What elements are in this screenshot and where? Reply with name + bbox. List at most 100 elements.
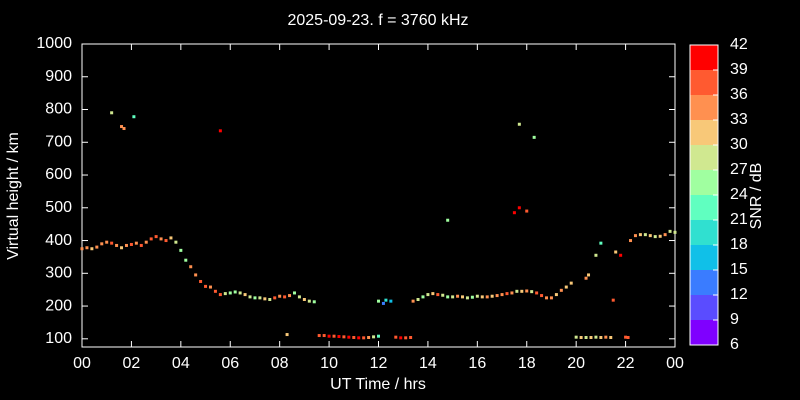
data-point [673,230,677,234]
colorbar-band [690,220,718,245]
x-tick-label: 14 [419,355,437,372]
data-point [159,237,163,241]
data-point [297,295,301,299]
data-point [441,293,445,297]
y-tick-label: 100 [45,330,72,347]
data-point [85,246,89,250]
data-point [653,235,657,239]
data-point [599,241,603,245]
data-point [228,291,232,295]
data-point [110,241,114,245]
colorbar-tick-label: 39 [730,61,748,78]
colorbar-label: SNR / dB [748,163,765,230]
data-point [208,285,212,289]
data-point [312,300,316,304]
data-point [288,294,292,298]
data-point [357,336,361,340]
data-point [505,292,509,296]
x-tick-label: 18 [518,355,536,372]
data-point [520,289,524,293]
data-point [446,218,450,222]
data-point [105,240,109,244]
data-point [273,296,277,300]
data-point [199,279,203,283]
data-point [372,335,376,339]
data-point [302,298,306,302]
colorbar-tick-label: 42 [730,36,748,53]
data-point [164,239,168,243]
data-point [510,291,514,295]
colorbar-tick-label: 24 [730,186,748,203]
x-tick-label: 06 [221,355,239,372]
y-tick-label: 800 [45,101,72,118]
data-point [614,250,618,254]
data-point [278,294,282,298]
data-point [579,336,583,340]
data-point [446,295,450,299]
data-point [285,333,289,337]
colorbar-tick-label: 33 [730,111,748,128]
data-point [549,296,553,300]
data-point [362,336,366,340]
data-point [421,295,425,299]
colorbar-tick-label: 36 [730,86,748,103]
colorbar-band [690,120,718,145]
data-point [554,293,558,297]
x-tick-label: 04 [172,355,190,372]
x-tick-label: 22 [617,355,635,372]
y-tick-label: 700 [45,133,72,150]
data-point [263,297,267,301]
data-point [525,209,529,213]
data-point [495,294,499,298]
data-point [248,295,252,299]
data-point [332,334,336,338]
colorbar-band [690,70,718,95]
data-point [475,294,479,298]
data-point [90,247,94,251]
x-tick-label: 08 [271,355,289,372]
data-point [399,336,403,340]
data-point [589,336,593,340]
x-tick-label: 02 [123,355,141,372]
y-tick-label: 900 [45,68,72,85]
data-point [470,295,474,299]
colorbar-band [690,295,718,320]
data-point [611,298,615,302]
colorbar-tick-label: 21 [730,211,748,228]
data-point [564,285,568,289]
data-point [500,293,504,297]
data-point [515,289,519,293]
y-tick-label: 400 [45,232,72,249]
data-point [490,294,494,298]
x-tick-label: 00 [73,355,91,372]
data-point [663,233,667,237]
data-point [124,243,128,247]
data-point [384,298,388,302]
data-point [517,206,521,210]
data-point [525,289,529,293]
y-tick-label: 1000 [36,35,72,52]
x-tick-label: 12 [370,355,388,372]
colorbar-tick-label: 27 [730,161,748,178]
data-point [377,334,380,338]
data-point [367,336,371,340]
data-point [604,335,608,339]
data-point [426,293,430,297]
data-point [144,240,148,244]
chart-title: 2025-09-23. f = 3760 kHz [287,12,468,29]
data-point [132,115,136,119]
data-point [559,288,563,292]
data-point [461,295,465,299]
data-point [404,336,408,340]
data-point [638,233,642,237]
data-point [574,335,578,339]
data-point [594,253,598,257]
data-point [327,334,331,338]
data-point [179,248,183,252]
data-point [317,334,321,338]
data-point [243,293,247,297]
data-point [120,125,124,129]
y-tick-label: 500 [45,199,72,216]
